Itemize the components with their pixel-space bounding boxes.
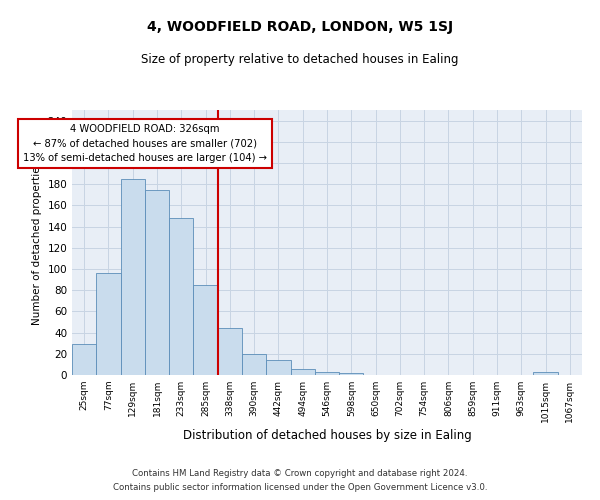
Bar (266, 360, 290, 375)
Bar (242, 354, 266, 375)
Text: Contains public sector information licensed under the Open Government Licence v3: Contains public sector information licen… (113, 484, 487, 492)
Bar (145, 190, 169, 375)
Bar (533, 372, 558, 375)
Text: 4, WOODFIELD ROAD, LONDON, W5 1SJ: 4, WOODFIELD ROAD, LONDON, W5 1SJ (147, 20, 453, 34)
Bar (290, 368, 315, 375)
Bar (218, 328, 242, 375)
Bar (169, 218, 193, 375)
Y-axis label: Number of detached properties: Number of detached properties (32, 160, 42, 324)
X-axis label: Distribution of detached houses by size in Ealing: Distribution of detached houses by size … (182, 429, 472, 442)
Bar (96, 273, 121, 375)
Bar (339, 373, 364, 375)
Text: Contains HM Land Registry data © Crown copyright and database right 2024.: Contains HM Land Registry data © Crown c… (132, 468, 468, 477)
Text: Size of property relative to detached houses in Ealing: Size of property relative to detached ho… (141, 52, 459, 66)
Bar (72, 344, 96, 375)
Bar (121, 179, 145, 375)
Bar (315, 372, 339, 375)
Bar (193, 285, 218, 375)
Text: 4 WOODFIELD ROAD: 326sqm
← 87% of detached houses are smaller (702)
13% of semi-: 4 WOODFIELD ROAD: 326sqm ← 87% of detach… (23, 124, 267, 164)
